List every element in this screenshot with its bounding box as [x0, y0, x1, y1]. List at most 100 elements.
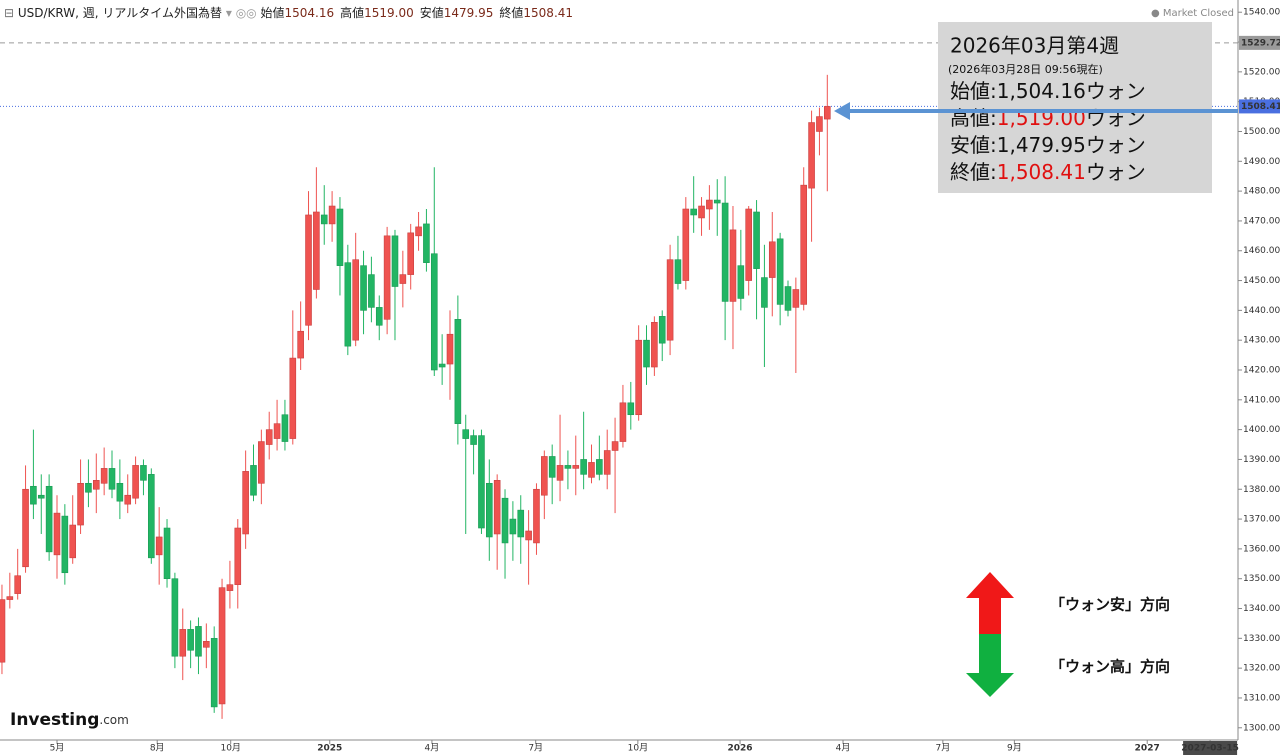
- candle-body: [792, 289, 800, 308]
- candle-body: [203, 641, 210, 648]
- candle-body: [383, 235, 391, 320]
- x-tick-label: 8月: [150, 743, 165, 754]
- candle-body: [234, 527, 242, 585]
- annotation-label: 終値:: [950, 160, 997, 184]
- x-tick-label: 7月: [528, 743, 543, 754]
- x-tick-label: 2026: [728, 744, 753, 754]
- candle-body: [22, 488, 29, 568]
- candle-body: [250, 465, 257, 496]
- candle-body: [729, 229, 737, 302]
- candle-body: [320, 214, 328, 225]
- status-dot: ●: [1151, 8, 1163, 19]
- candle-body: [548, 456, 556, 478]
- y-tick-label: 1400.00: [1243, 425, 1280, 435]
- candle-body: [651, 321, 658, 368]
- y-tick-label: 1310.00: [1243, 693, 1280, 703]
- candle-body: [446, 333, 454, 365]
- candle-body: [493, 480, 501, 535]
- candle-body: [674, 259, 682, 284]
- candle-body: [37, 494, 45, 499]
- direction-label: 「ウォン安」方向: [1050, 596, 1170, 614]
- candle-body: [525, 530, 532, 541]
- candle-body: [0, 599, 6, 663]
- candle-body: [698, 205, 705, 219]
- candle-body: [713, 199, 721, 204]
- candle-body: [132, 465, 139, 499]
- candle-body: [69, 524, 77, 559]
- y-tick-label: 1370.00: [1243, 515, 1280, 525]
- candle-body: [438, 363, 446, 368]
- pointer-arrow-head: [834, 102, 850, 120]
- x-tick-label: 5月: [50, 743, 65, 754]
- candle-body: [273, 423, 281, 439]
- ohlc-value: 1519.00: [364, 6, 414, 20]
- candle-body: [745, 208, 752, 281]
- plot-area: [0, 42, 1238, 719]
- candle-body: [226, 584, 234, 591]
- candle-body: [155, 536, 163, 556]
- candle-body: [486, 482, 493, 538]
- y-tick-label: 1380.00: [1243, 485, 1280, 495]
- candle-body: [163, 527, 171, 580]
- candle-body: [53, 512, 61, 556]
- candle-body: [368, 274, 375, 308]
- y-tick-label: 1500.00: [1243, 127, 1280, 137]
- candle-body: [541, 456, 548, 496]
- candle-body: [596, 459, 603, 475]
- y-tick-label: 1490.00: [1243, 157, 1280, 167]
- x-tick-label: 9月: [1007, 743, 1022, 754]
- candle-body: [281, 414, 289, 442]
- candle-body: [470, 435, 477, 445]
- y-tick-label: 1440.00: [1243, 306, 1280, 316]
- market-status: ● Market Closed: [1151, 8, 1234, 19]
- candle-body: [116, 482, 124, 502]
- candle-body: [391, 235, 399, 287]
- candle-body: [533, 488, 540, 544]
- candle-body: [218, 587, 226, 705]
- x-crosshair-label-bg: [1183, 741, 1238, 755]
- ohlc-value: 1479.95: [444, 6, 494, 20]
- candle-body: [85, 482, 92, 493]
- candle-body: [210, 638, 218, 708]
- candle-body: [682, 208, 690, 281]
- candle-body: [430, 253, 438, 371]
- y-tick-label: 1340.00: [1243, 604, 1280, 614]
- candle-body: [737, 265, 745, 299]
- menu-icon: ▾ ◎◎: [222, 6, 260, 20]
- candle-body: [509, 518, 517, 535]
- candle-body: [415, 226, 422, 237]
- candle-body: [478, 435, 485, 529]
- ohlc-value: 1504.16: [284, 6, 334, 20]
- y-tick-label: 1480.00: [1243, 187, 1280, 197]
- candle-body: [45, 485, 53, 553]
- candle-body: [6, 596, 14, 600]
- candle-body: [258, 441, 265, 484]
- ohlc-value: 1508.41: [523, 6, 573, 20]
- annotation-title: 2026年03月第4週: [950, 34, 1119, 58]
- candle-body: [721, 202, 729, 302]
- annotation-label: 始値:: [950, 79, 997, 103]
- annotation-line: 始値:1,504.16ウォン: [950, 79, 1146, 103]
- status-text: Market Closed: [1163, 8, 1234, 19]
- candle-body: [100, 468, 108, 484]
- candle-body: [187, 629, 194, 651]
- y-tick-label: 1330.00: [1243, 634, 1280, 644]
- annotation-subtitle: (2026年03月28日 09:56現在): [948, 62, 1103, 76]
- header: ⊟ USD/KRW, 週, リアルタイム外国為替 ▾ ◎◎ 始値1504.16 高…: [4, 5, 573, 20]
- candle-body: [706, 199, 713, 210]
- y-tick-label: 1540.00: [1243, 8, 1280, 18]
- candle-body: [171, 578, 179, 657]
- candle-body: [572, 465, 580, 469]
- candle-body: [564, 465, 572, 469]
- y-tick-label: 1350.00: [1243, 574, 1280, 584]
- candle-body: [816, 116, 823, 132]
- candle-body: [92, 480, 100, 490]
- candle-body: [823, 106, 831, 120]
- logo-brand: Investing: [10, 710, 99, 730]
- x-tick-label: 10月: [220, 743, 240, 754]
- candle-body: [808, 122, 815, 189]
- candle-body: [61, 515, 69, 574]
- candle-body: [761, 277, 768, 308]
- candle-body: [360, 265, 367, 311]
